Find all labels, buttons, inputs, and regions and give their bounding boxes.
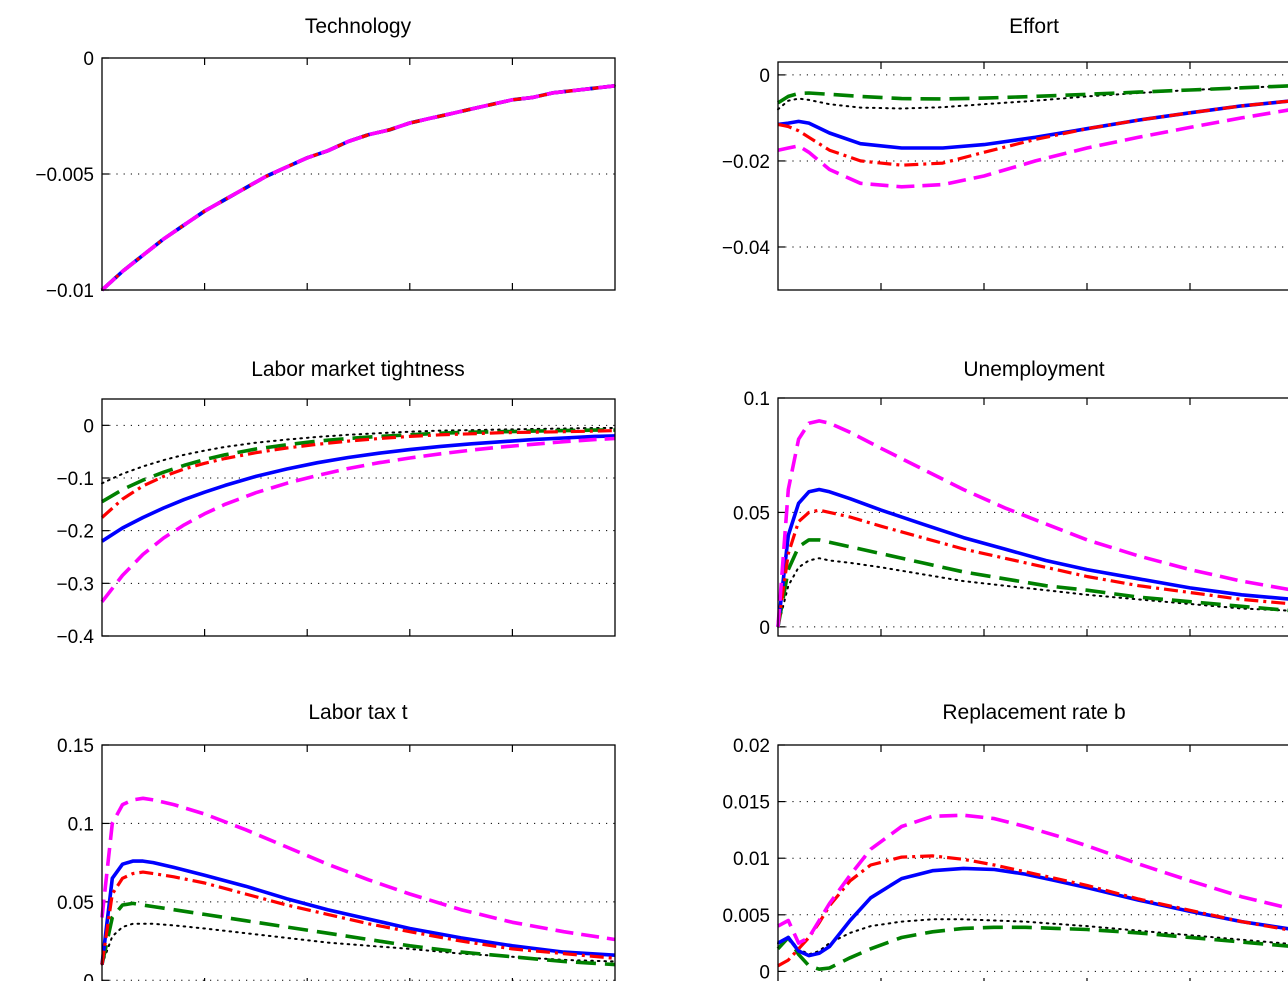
series-line xyxy=(776,925,1288,972)
panel-title: Effort xyxy=(1009,15,1059,38)
series-lines xyxy=(776,419,1288,628)
y-tick-label: 0 xyxy=(83,416,94,437)
y-tick-label: 0.15 xyxy=(57,736,94,757)
gridlines xyxy=(102,399,615,637)
y-tick-label: 0.015 xyxy=(722,793,770,814)
y-tick-label: 0 xyxy=(83,971,94,981)
series-line xyxy=(776,508,1288,628)
tick-labels: 0.15 0.1 0.05 0 xyxy=(57,736,94,981)
gridlines xyxy=(778,62,1288,290)
series-line xyxy=(777,918,1288,956)
series-line xyxy=(777,557,1288,628)
series-line xyxy=(777,854,1288,968)
series-line xyxy=(100,859,616,965)
series-lines xyxy=(100,427,616,603)
tick-labels: 0.1 0.05 0 xyxy=(733,389,770,639)
y-tick-label: −0.02 xyxy=(722,152,770,173)
tick-labels: 0.02 0.015 0.01 0.005 0 xyxy=(722,736,770,981)
y-tick-label: −0.2 xyxy=(56,522,94,543)
gridlines xyxy=(102,744,615,981)
gridlines xyxy=(102,57,615,291)
series-line xyxy=(101,434,616,543)
axes-box xyxy=(101,398,616,637)
series-lines xyxy=(100,84,616,292)
series-line xyxy=(100,901,616,967)
series-line xyxy=(100,84,616,292)
panel-labor-tax: Labor tax t 0.15 0.1 0.05 0 xyxy=(57,701,616,981)
series-line xyxy=(100,429,616,519)
axes-box xyxy=(777,744,1288,981)
panel-technology: Technology 0 −0.005 −0.01 xyxy=(35,15,616,302)
y-tick-label: −0.1 xyxy=(56,469,94,490)
y-tick-label: −0.01 xyxy=(46,281,94,302)
series-line xyxy=(777,108,1288,189)
panel-title: Technology xyxy=(305,15,412,38)
panel-effort: Effort 0 −0.02 −0.04 xyxy=(722,15,1288,291)
y-tick-label: 0 xyxy=(759,618,770,639)
y-tick-label: −0.005 xyxy=(35,165,94,186)
y-tick-label: 0 xyxy=(759,962,770,981)
series-line xyxy=(100,870,616,965)
series-line xyxy=(101,427,616,485)
y-tick-label: 0 xyxy=(83,49,94,70)
y-tick-label: 0.1 xyxy=(68,814,94,835)
panel-title: Labor market tightness xyxy=(251,358,465,381)
series-line xyxy=(777,84,1288,111)
series-line xyxy=(100,796,616,942)
series-line xyxy=(776,538,1288,628)
series-line xyxy=(776,487,1288,628)
series-lines xyxy=(777,84,1288,189)
y-tick-label: 0.1 xyxy=(744,389,770,410)
panel-title: Labor tax t xyxy=(308,701,407,724)
y-tick-label: 0.02 xyxy=(733,736,770,757)
gridlines xyxy=(778,744,1288,981)
axes-box xyxy=(101,744,616,981)
tick-labels: 0 −0.02 −0.04 xyxy=(722,66,771,259)
y-tick-label: 0.005 xyxy=(722,906,770,927)
y-tick-label: 0 xyxy=(759,66,770,87)
series-line xyxy=(777,866,1288,958)
axes-box xyxy=(777,61,1288,291)
panel-labor-market-tightness: Labor market tightness 0 −0.1 −0.2 −0.3 −0.4 xyxy=(56,358,616,648)
series-line xyxy=(100,84,616,292)
tick-labels: 0 −0.005 −0.01 xyxy=(35,49,94,302)
panel-replacement-rate: Replacement rate b 0.02 0.015 0.01 0.005 0 xyxy=(722,701,1288,981)
tick-labels: 0 −0.1 −0.2 −0.3 −0.4 xyxy=(56,416,94,648)
series-line xyxy=(100,84,616,292)
panel-title: Replacement rate b xyxy=(942,701,1125,724)
axes-box xyxy=(777,397,1288,637)
series-lines xyxy=(100,796,616,967)
series-line xyxy=(100,436,616,603)
y-tick-label: 0.01 xyxy=(733,849,770,870)
y-tick-label: 0.05 xyxy=(733,503,770,524)
series-line xyxy=(776,419,1288,627)
y-tick-label: −0.3 xyxy=(56,574,94,595)
series-lines xyxy=(776,813,1288,972)
series-line xyxy=(100,84,616,292)
panel-unemployment: Unemployment 0.1 0.05 0 xyxy=(733,358,1288,639)
series-line xyxy=(101,84,616,291)
y-tick-label: −0.04 xyxy=(722,238,771,259)
y-tick-label: 0.05 xyxy=(57,893,94,914)
series-line xyxy=(777,99,1288,167)
y-tick-label: −0.4 xyxy=(56,627,94,648)
axes-box xyxy=(101,57,616,291)
panel-title: Unemployment xyxy=(963,358,1104,381)
